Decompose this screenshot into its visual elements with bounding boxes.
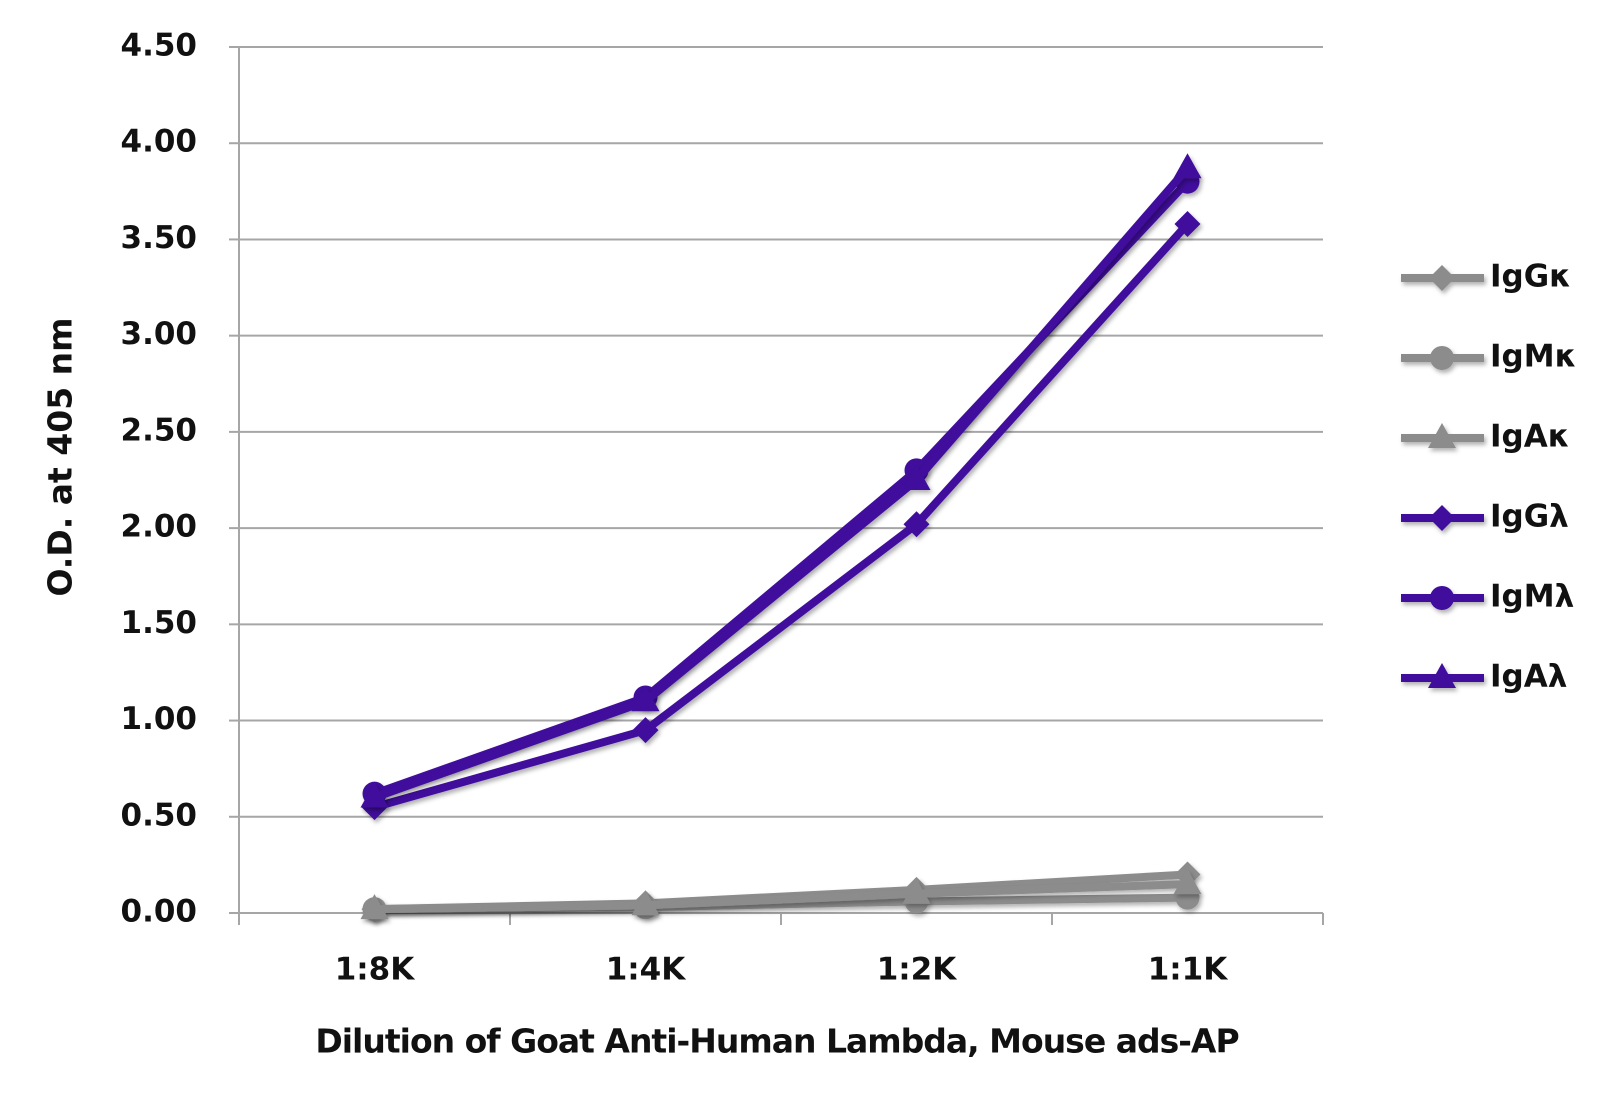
marker (1173, 153, 1202, 179)
marker (631, 890, 660, 916)
legend-label: IgAκ (1490, 419, 1570, 455)
y-tick-label: 2.00 (121, 509, 198, 545)
y-tick-label: 0.50 (121, 797, 198, 833)
marker (1428, 423, 1456, 448)
x-tick-label: 1:2K (877, 952, 958, 988)
marker (360, 782, 389, 808)
marker (902, 878, 931, 904)
marker (1173, 869, 1202, 895)
x-tick-label: 1:8K (335, 952, 416, 988)
y-tick-label: 4.50 (121, 28, 198, 64)
y-axis-title: O.D. at 405 nm (41, 317, 80, 596)
marker (1429, 265, 1455, 291)
line (373, 165, 1191, 802)
x-tick-label: 1:1K (1148, 952, 1229, 988)
marker (1174, 211, 1201, 238)
marker (1429, 505, 1455, 531)
series (360, 153, 1484, 808)
series (361, 265, 1484, 923)
legend-label: IgAλ (1490, 659, 1567, 695)
marker (903, 511, 930, 538)
x-axis-title: Dilution of Goat Anti-Human Lambda, Mous… (315, 1022, 1238, 1061)
line (374, 880, 1188, 914)
x-tick-label: 1:4K (606, 952, 687, 988)
marker (1428, 663, 1456, 688)
line (373, 221, 1191, 812)
marker (360, 894, 389, 920)
marker (1430, 586, 1454, 610)
y-tick-label: 3.00 (121, 316, 198, 352)
y-tick-label: 2.50 (121, 412, 198, 448)
y-tick-label: 4.00 (121, 124, 198, 160)
marker (1430, 346, 1454, 370)
legend-label: IgMλ (1490, 579, 1574, 615)
line (373, 178, 1191, 798)
legend-label: IgGκ (1490, 259, 1571, 295)
marker (631, 686, 660, 712)
y-tick-label: 1.00 (121, 701, 198, 737)
legend-label: IgGλ (1490, 499, 1569, 535)
marker (902, 465, 931, 490)
y-tick-label: 0.00 (121, 894, 198, 930)
series (361, 211, 1484, 821)
y-tick-label: 3.50 (121, 220, 198, 256)
series (360, 423, 1484, 920)
legend-label: IgMκ (1490, 339, 1577, 375)
marker (632, 717, 659, 744)
y-tick-label: 1.50 (121, 605, 198, 641)
